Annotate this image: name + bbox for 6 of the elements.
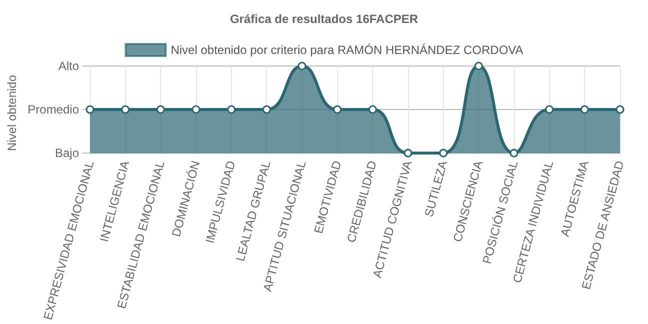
ref-line-label: Bajo [54,146,80,160]
ref-line-label: Promedio [28,102,80,117]
ref-line-label: Alto [58,59,80,73]
legend-label: Nivel obtenido por criterio para RAMÓN HERNÁNDEZ CORDOVA [170,43,524,57]
y-axis-title: Nivel obtenido [5,74,19,152]
chart-title: Gráfica de resultados 16FACPER [230,12,418,26]
